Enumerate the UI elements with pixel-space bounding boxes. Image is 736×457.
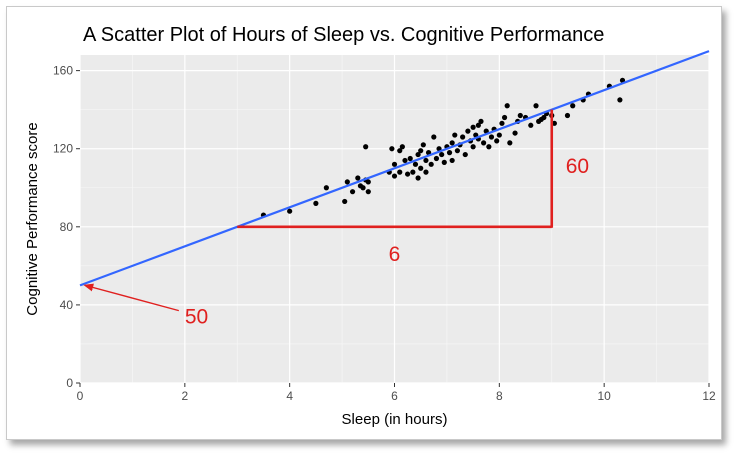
data-point <box>528 122 534 128</box>
data-point <box>541 114 547 121</box>
data-point <box>323 185 329 191</box>
data-point <box>452 132 458 138</box>
data-point <box>481 140 487 146</box>
intercept-label: 50 <box>185 306 208 329</box>
data-point <box>397 169 403 175</box>
data-point <box>313 200 319 206</box>
data-point <box>441 159 447 165</box>
data-point <box>342 198 348 205</box>
data-point <box>533 103 539 109</box>
x-tick-label: 2 <box>181 389 188 403</box>
data-point <box>488 134 495 140</box>
data-point <box>507 140 513 146</box>
chart-title: A Scatter Plot of Hours of Sleep vs. Cog… <box>83 24 604 46</box>
data-point <box>433 155 440 162</box>
data-point <box>415 175 421 181</box>
data-point <box>415 151 421 158</box>
rise-label: 60 <box>566 155 589 178</box>
x-axis-title: Sleep (in hours) <box>342 411 448 428</box>
data-point <box>428 161 434 167</box>
data-point <box>465 128 471 134</box>
data-point <box>449 157 455 164</box>
data-point <box>460 134 466 140</box>
data-point <box>617 97 623 103</box>
data-point <box>365 189 371 195</box>
x-tick-label: 8 <box>496 389 503 403</box>
data-point <box>501 114 508 121</box>
x-tick-label: 6 <box>391 389 398 403</box>
data-point <box>391 173 398 179</box>
data-point <box>564 112 571 119</box>
data-point <box>412 161 419 167</box>
data-point <box>418 165 424 171</box>
x-axis: 0 2 4 6 8 10 12 <box>77 383 716 403</box>
data-point <box>478 118 484 124</box>
data-point <box>423 157 429 164</box>
data-point <box>551 120 557 126</box>
data-point <box>423 169 429 175</box>
data-point <box>439 151 445 158</box>
data-points <box>260 77 626 218</box>
x-tick-label: 12 <box>702 389 716 403</box>
data-point <box>407 155 413 162</box>
data-point <box>410 169 416 175</box>
y-tick-label: 0 <box>66 376 73 390</box>
data-point <box>462 151 468 158</box>
data-point <box>365 179 371 185</box>
data-point <box>344 179 350 185</box>
data-point <box>349 189 356 195</box>
data-point <box>446 150 453 156</box>
data-point <box>517 112 523 119</box>
data-point <box>405 171 411 177</box>
data-point <box>470 144 476 150</box>
data-point <box>504 103 510 109</box>
data-point <box>512 130 518 136</box>
grid-lines <box>79 55 710 384</box>
data-point <box>389 146 395 152</box>
data-point <box>486 144 492 150</box>
data-point <box>355 175 361 181</box>
y-tick-label: 160 <box>53 64 73 78</box>
intercept-arrow <box>83 283 180 312</box>
run-label: 6 <box>389 243 401 266</box>
data-point <box>570 103 576 109</box>
data-point <box>420 142 426 148</box>
data-point <box>399 144 405 150</box>
data-point <box>287 208 293 214</box>
data-point <box>397 148 403 154</box>
data-point <box>391 161 398 167</box>
data-point <box>470 124 476 130</box>
data-point <box>431 134 437 140</box>
data-point <box>449 140 455 146</box>
regression-line <box>79 50 710 287</box>
data-point <box>496 132 502 138</box>
data-point <box>363 144 369 150</box>
y-axis: 0 40 80 120 160 <box>53 64 80 390</box>
data-point <box>494 138 500 144</box>
x-tick-label: 0 <box>77 389 84 403</box>
scatter-chart: A Scatter Plot of Hours of Sleep vs. Cog… <box>24 24 716 428</box>
y-tick-label: 40 <box>60 298 74 312</box>
data-point <box>475 122 481 128</box>
y-tick-label: 80 <box>60 220 74 234</box>
y-axis-title: Cognitive Performance score <box>24 122 41 315</box>
data-point <box>360 185 366 191</box>
x-tick-label: 10 <box>597 389 611 403</box>
annotations: 6 60 50 <box>83 109 589 329</box>
figure-frame: A Scatter Plot of Hours of Sleep vs. Cog… <box>6 6 722 440</box>
data-point <box>499 120 505 126</box>
y-tick-label: 120 <box>53 142 73 156</box>
data-point <box>402 157 408 164</box>
data-point <box>454 148 460 154</box>
x-tick-label: 4 <box>286 389 293 403</box>
data-point <box>418 148 424 154</box>
